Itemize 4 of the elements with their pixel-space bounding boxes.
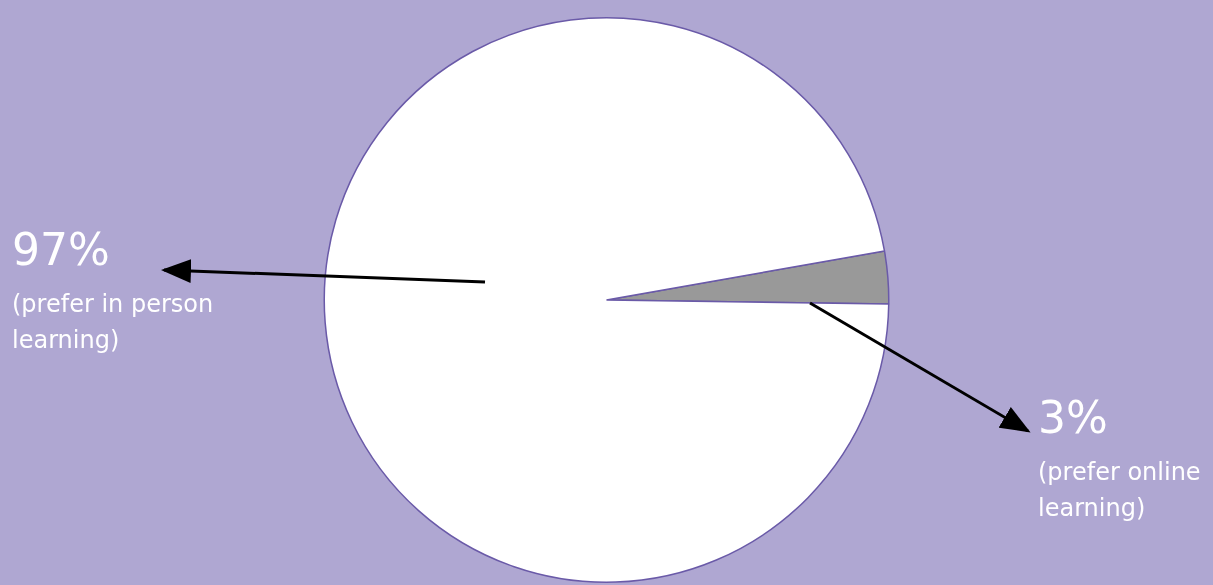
- slice-label: (prefer in person learning): [12, 290, 214, 355]
- slice-label: (prefer online learning): [1038, 458, 1201, 523]
- data-label: 3%: [1038, 392, 1108, 444]
- data-label: 97%: [12, 224, 110, 276]
